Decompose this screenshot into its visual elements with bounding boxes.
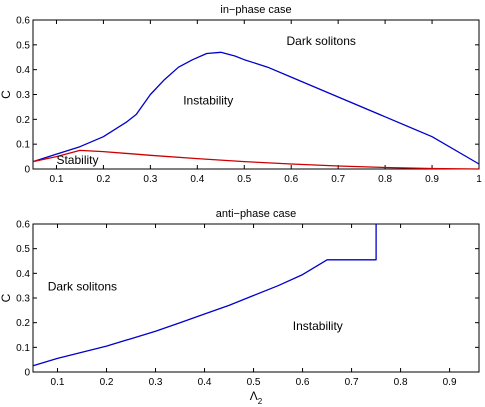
axes-box [32, 223, 480, 373]
chart-title: anti−phase case [216, 208, 296, 220]
region-label: Dark solitons [287, 34, 356, 48]
x-tick-label: 0.6 [284, 174, 298, 185]
x-tick-label: 0.2 [96, 174, 110, 185]
x-tick-label: 1 [476, 174, 482, 185]
x-tick-label: 0.1 [50, 174, 64, 185]
anti-phase-panel: 0.1 0.2 0.3 0.4 0.5 0.6 0.7 0.8 0.9 0 0.1 0.2 0.3 0.4… [0, 208, 480, 406]
x-axis-label-main: Λ [250, 389, 258, 403]
series-line-0 [32, 224, 377, 367]
y-tick-label: 0 [24, 368, 30, 379]
in-phase-panel: 0.1 0.2 0.3 0.4 0.5 0.6 0.7 0.8 0.9 1 0 0.1 0.2 0.3 0.… [0, 4, 482, 185]
y-tick-label: 0.4 [16, 269, 30, 280]
y-tick-label: 0.5 [16, 244, 30, 255]
x-axis-label-subscript: 2 [258, 397, 263, 406]
x-tick-label: 0.5 [247, 377, 261, 388]
chart-title: in−phase case [220, 4, 291, 16]
y-tick-label: 0.3 [16, 294, 30, 305]
x-tick-label: 0.7 [345, 377, 359, 388]
y-tick-label: 0 [24, 165, 30, 176]
y-tick-label: 0.4 [16, 65, 30, 76]
y-axis-label: C [0, 90, 13, 99]
y-tick-label: 0.5 [16, 40, 30, 51]
region-label: Instability [183, 93, 233, 107]
y-tick-label: 0.6 [16, 220, 30, 231]
axes-box [32, 19, 480, 170]
y-axis-label: C [0, 293, 13, 302]
series-line-1 [32, 149, 480, 170]
x-tick-label: 0.9 [443, 377, 457, 388]
x-tick-label: 0.8 [378, 174, 392, 185]
region-label: Dark solitons [48, 280, 117, 294]
x-tick-label: 0.7 [331, 174, 345, 185]
region-label: Instability [293, 319, 343, 333]
y-tick-label: 0.6 [16, 16, 30, 27]
x-axis-label: Λ2 [250, 389, 263, 406]
x-tick-label: 0.6 [296, 377, 310, 388]
x-tick-label: 0.2 [100, 377, 114, 388]
x-tick-label: 0.1 [51, 377, 65, 388]
x-tick-label: 0.9 [425, 174, 439, 185]
y-tick-label: 0.1 [16, 343, 30, 354]
x-tick-label: 0.3 [149, 377, 163, 388]
x-tick-label: 0.8 [394, 377, 408, 388]
x-tick-label: 0.3 [143, 174, 157, 185]
region-label: Stability [56, 153, 98, 167]
x-tick-label: 0.5 [237, 174, 251, 185]
y-tick-label: 0.1 [16, 140, 30, 151]
x-tick-label: 0.4 [190, 174, 204, 185]
y-tick-label: 0.2 [16, 318, 30, 329]
x-tick-label: 0.4 [198, 377, 212, 388]
y-tick-label: 0.3 [16, 90, 30, 101]
y-tick-label: 0.2 [16, 115, 30, 126]
series-line-0 [32, 51, 480, 165]
